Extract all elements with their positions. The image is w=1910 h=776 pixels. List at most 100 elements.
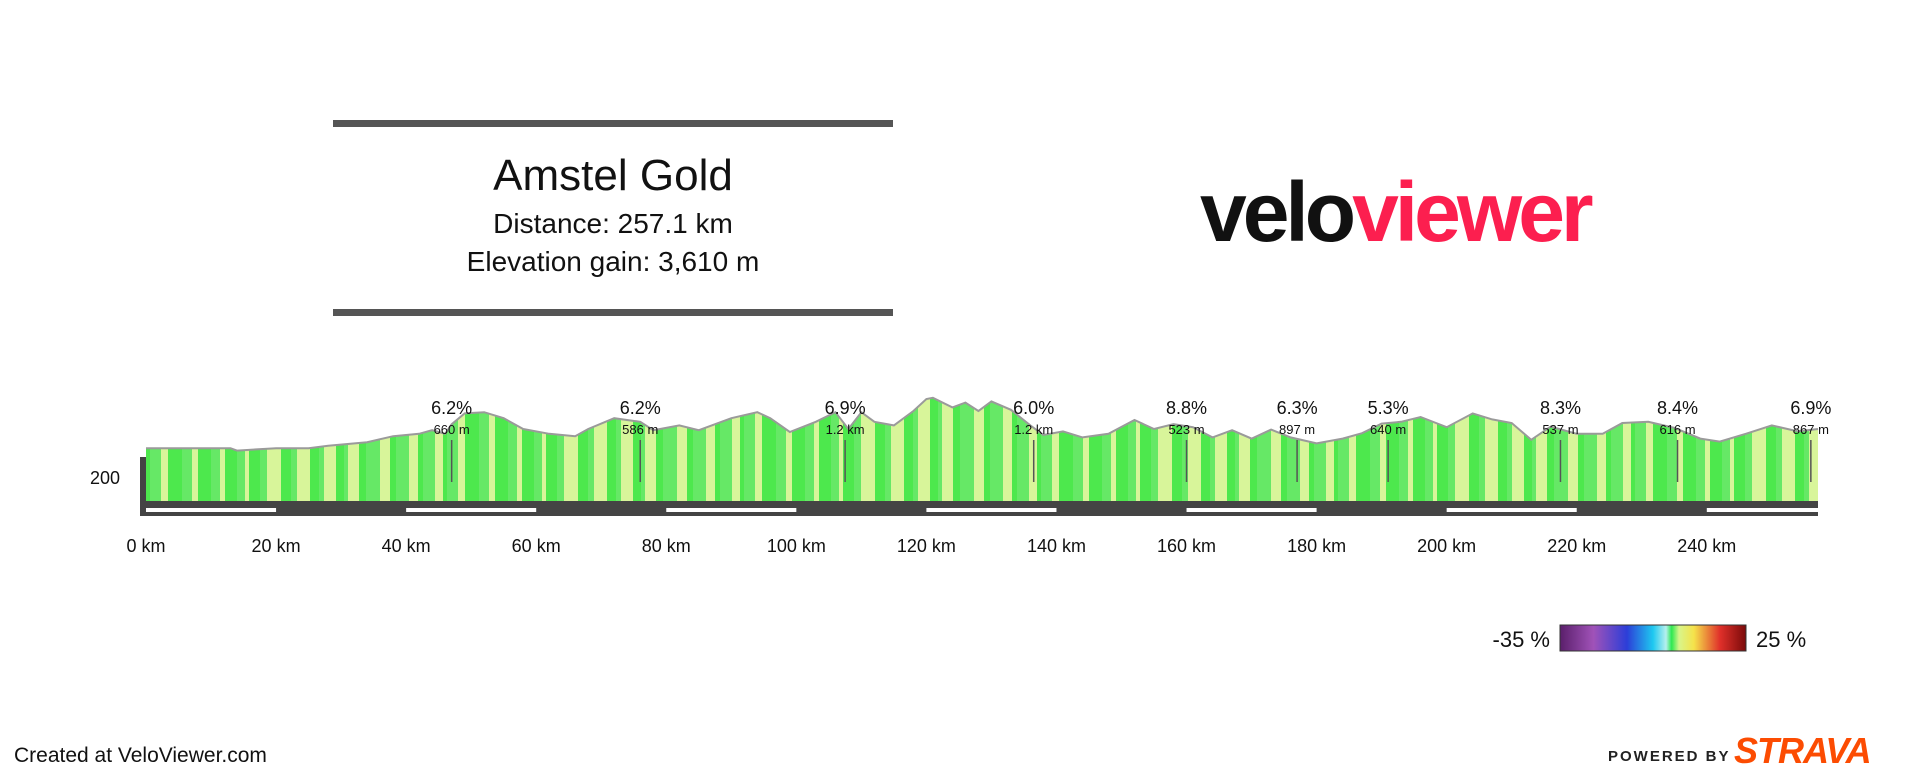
gradient-strip bbox=[1227, 397, 1236, 501]
gradient-strip bbox=[1380, 397, 1387, 501]
gradient-strip bbox=[146, 397, 151, 501]
gradient-strip bbox=[1059, 397, 1074, 501]
gradient-strip bbox=[755, 397, 763, 501]
gradient-strip bbox=[578, 397, 589, 501]
gradient-strip bbox=[359, 397, 367, 501]
x-tick-label: 200 km bbox=[1417, 536, 1476, 556]
gradient-strip bbox=[1766, 397, 1777, 501]
gradient-strip bbox=[1734, 397, 1746, 501]
gradient-strip bbox=[843, 397, 855, 501]
gradient-strip bbox=[990, 397, 1004, 501]
gradient-strip bbox=[1413, 397, 1426, 501]
climb-grade-label: 5.3% bbox=[1368, 398, 1409, 418]
gradient-strip bbox=[1448, 397, 1456, 501]
gradient-strip bbox=[885, 397, 892, 501]
x-tick-label: 120 km bbox=[897, 536, 956, 556]
gradient-strip bbox=[344, 397, 349, 501]
gradient-strip bbox=[1309, 397, 1315, 501]
gradient-strip bbox=[1073, 397, 1084, 501]
gradient-strip bbox=[942, 397, 954, 501]
gradient-strip bbox=[706, 397, 716, 501]
gradient-strip bbox=[1408, 397, 1414, 501]
gradient-strip bbox=[1089, 397, 1103, 501]
gradient-strip bbox=[1776, 397, 1783, 501]
route-name: Amstel Gold bbox=[493, 151, 733, 200]
gradient-strip bbox=[1239, 397, 1251, 501]
climb-length-label: 537 m bbox=[1542, 422, 1578, 437]
gradient-strip bbox=[776, 397, 787, 501]
gradient-strip bbox=[150, 397, 162, 501]
climb-grade-label: 8.4% bbox=[1657, 398, 1698, 418]
gradient-strip bbox=[1215, 397, 1228, 501]
gradient-strip bbox=[237, 397, 246, 501]
climb-length-label: 660 m bbox=[434, 422, 470, 437]
gradient-strip bbox=[1524, 397, 1533, 501]
gradient-strip bbox=[1469, 397, 1480, 501]
gradient-strip bbox=[479, 397, 490, 501]
gradient-strip bbox=[1611, 397, 1624, 501]
distance-stripe bbox=[406, 508, 537, 512]
gradient-strip bbox=[1041, 397, 1053, 501]
gradient-strip bbox=[645, 397, 657, 501]
gradient-strip bbox=[465, 397, 480, 501]
x-tick-label: 100 km bbox=[767, 536, 826, 556]
gradient-strip bbox=[1116, 397, 1129, 501]
gradient-strip bbox=[663, 397, 678, 501]
gradient-strip bbox=[161, 397, 169, 501]
gradient-strip bbox=[1433, 397, 1438, 501]
gradient-strip bbox=[861, 397, 876, 501]
gradient-strip bbox=[211, 397, 221, 501]
gradient-strip bbox=[1201, 397, 1211, 501]
gradient-strip bbox=[1722, 397, 1731, 501]
gradient-strip bbox=[1547, 397, 1555, 501]
gradient-strip bbox=[336, 397, 345, 501]
gradient-strip bbox=[435, 397, 444, 501]
gradient-strip bbox=[814, 397, 820, 501]
distance-stripe bbox=[1446, 508, 1577, 512]
gradient-strip bbox=[641, 397, 646, 501]
climb-length-label: 616 m bbox=[1659, 422, 1695, 437]
gradient-strip bbox=[1532, 397, 1537, 501]
gradient-strip bbox=[319, 397, 325, 501]
gradient-strip bbox=[953, 397, 961, 501]
gradient-strip bbox=[260, 397, 268, 501]
gradient-strip bbox=[1606, 397, 1612, 501]
gradient-strip bbox=[396, 397, 410, 501]
strava-logo: STRAVA bbox=[1734, 730, 1872, 771]
x-axis-ticks: 0 km 20 km 40 km 60 km 80 km 100 km 120 km 140 … bbox=[126, 536, 1736, 556]
powered-by-text: POWERED BY bbox=[1608, 748, 1731, 765]
x-tick-label: 40 km bbox=[382, 536, 431, 556]
gradient-strip bbox=[192, 397, 199, 501]
gradient-strip bbox=[1370, 397, 1381, 501]
gradient-strip bbox=[831, 397, 840, 501]
gradient-strip bbox=[607, 397, 617, 501]
gradient-strip bbox=[762, 397, 777, 501]
gradient-strip bbox=[974, 397, 985, 501]
gradient-strip bbox=[1485, 397, 1499, 501]
gradient-strip bbox=[245, 397, 250, 501]
gradient-strip bbox=[1172, 397, 1183, 501]
gradient-strip bbox=[1584, 397, 1598, 501]
gradient-strip bbox=[1804, 397, 1810, 501]
gradient-strip bbox=[517, 397, 523, 501]
gradient-strip bbox=[542, 397, 547, 501]
climb-length-label: 867 m bbox=[1793, 422, 1829, 437]
gradient-strip bbox=[1809, 397, 1818, 501]
logo-part-viewer: viewer bbox=[1352, 165, 1594, 259]
climb-grade-label: 8.3% bbox=[1540, 398, 1581, 418]
gradient-strip bbox=[786, 397, 793, 501]
gradient-strip bbox=[1111, 397, 1117, 501]
gradient-strip bbox=[168, 397, 183, 501]
gradient-strip bbox=[418, 397, 424, 501]
gradient-strip bbox=[1578, 397, 1585, 501]
gradient-strip bbox=[348, 397, 360, 501]
gradient-strip bbox=[225, 397, 238, 501]
gradient-strip bbox=[588, 397, 595, 501]
veloviewer-logo: veloviewer bbox=[1200, 170, 1594, 254]
gradient-strip bbox=[447, 397, 459, 501]
elevation-profile-chart: 200 0 km 20 km 40 km 60 km 80 km 100 km 120 km… bbox=[90, 396, 1831, 652]
distance-stripe bbox=[1186, 508, 1317, 512]
gradient-strip bbox=[366, 397, 381, 501]
gradient-strip bbox=[1635, 397, 1647, 501]
gradient-strip bbox=[1338, 397, 1350, 501]
